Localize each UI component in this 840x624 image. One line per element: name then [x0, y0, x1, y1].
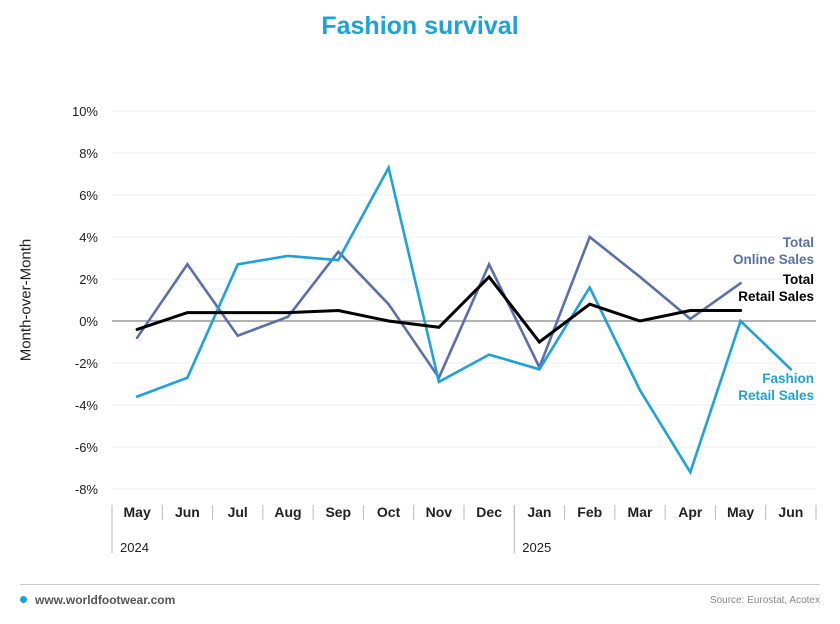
x-tick-label: Sep	[325, 504, 351, 520]
y-tick-label: 0%	[79, 314, 98, 329]
x-tick-label: Jun	[175, 504, 200, 520]
x-tick-label: Oct	[377, 504, 401, 520]
series-label: Total Online Sales	[733, 235, 814, 267]
y-tick-label: 10%	[72, 104, 98, 119]
x-axis: May Jun Jul Aug Sep Oct Nov Dec Jan Feb Mar Apr May J…	[111, 504, 817, 555]
website-link[interactable]: www.worldfootwear.com	[20, 593, 175, 607]
y-tick-labels: -8% -6% -4% -2% 0% 2% 4% 6% 8% 10%	[72, 104, 98, 497]
website-text: www.worldfootwear.com	[35, 593, 176, 607]
series-line	[135, 164, 793, 476]
chart-title: Fashion survival	[321, 12, 519, 40]
series-label-line: Retail Sales	[738, 388, 814, 403]
series-line	[135, 234, 742, 381]
year-label: 2025	[522, 540, 551, 555]
x-tick-label: Jul	[228, 504, 248, 520]
series-lines	[135, 164, 793, 476]
footer-divider	[20, 584, 820, 585]
x-tick-label: Mar	[628, 504, 653, 520]
y-tick-label: -4%	[75, 398, 99, 413]
y-tick-label: -8%	[75, 482, 99, 497]
x-tick-label: May	[727, 504, 754, 520]
x-tick-label: Jan	[527, 504, 551, 520]
y-tick-label: 6%	[79, 188, 98, 203]
series-label: Total Retail Sales	[738, 272, 814, 304]
y-tick-label: 2%	[79, 272, 98, 287]
x-tick-label: Jun	[778, 504, 803, 520]
y-tick-label: -6%	[75, 440, 99, 455]
y-tick-label: 8%	[79, 146, 98, 161]
bullet-dot-icon	[20, 596, 27, 603]
series-label-line: Total	[783, 235, 814, 250]
y-tick-label: 4%	[79, 230, 98, 245]
series-label: Fashion Retail Sales	[738, 371, 814, 403]
x-tick-label: Aug	[274, 504, 301, 520]
y-tick-label: -2%	[75, 356, 99, 371]
series-label-line: Retail Sales	[738, 289, 814, 304]
x-tick-label: Apr	[678, 504, 703, 520]
series-label-line: Fashion	[762, 371, 814, 386]
line-chart: -8% -6% -4% -2% 0% 2% 4% 6% 8% 10% May Jun Jul Aug Se…	[72, 104, 817, 555]
x-tick-label: Dec	[476, 504, 502, 520]
series-label-line: Online Sales	[733, 252, 814, 267]
year-label: 2024	[120, 540, 149, 555]
grid-layer	[112, 110, 816, 490]
x-tick-label: Feb	[577, 504, 602, 520]
x-tick-label: May	[124, 504, 151, 520]
source-note: Source: Eurostat, Acotex	[709, 595, 820, 606]
series-line	[135, 274, 743, 345]
series-label-line: Total	[783, 272, 814, 287]
x-tick-label: Nov	[426, 504, 453, 520]
